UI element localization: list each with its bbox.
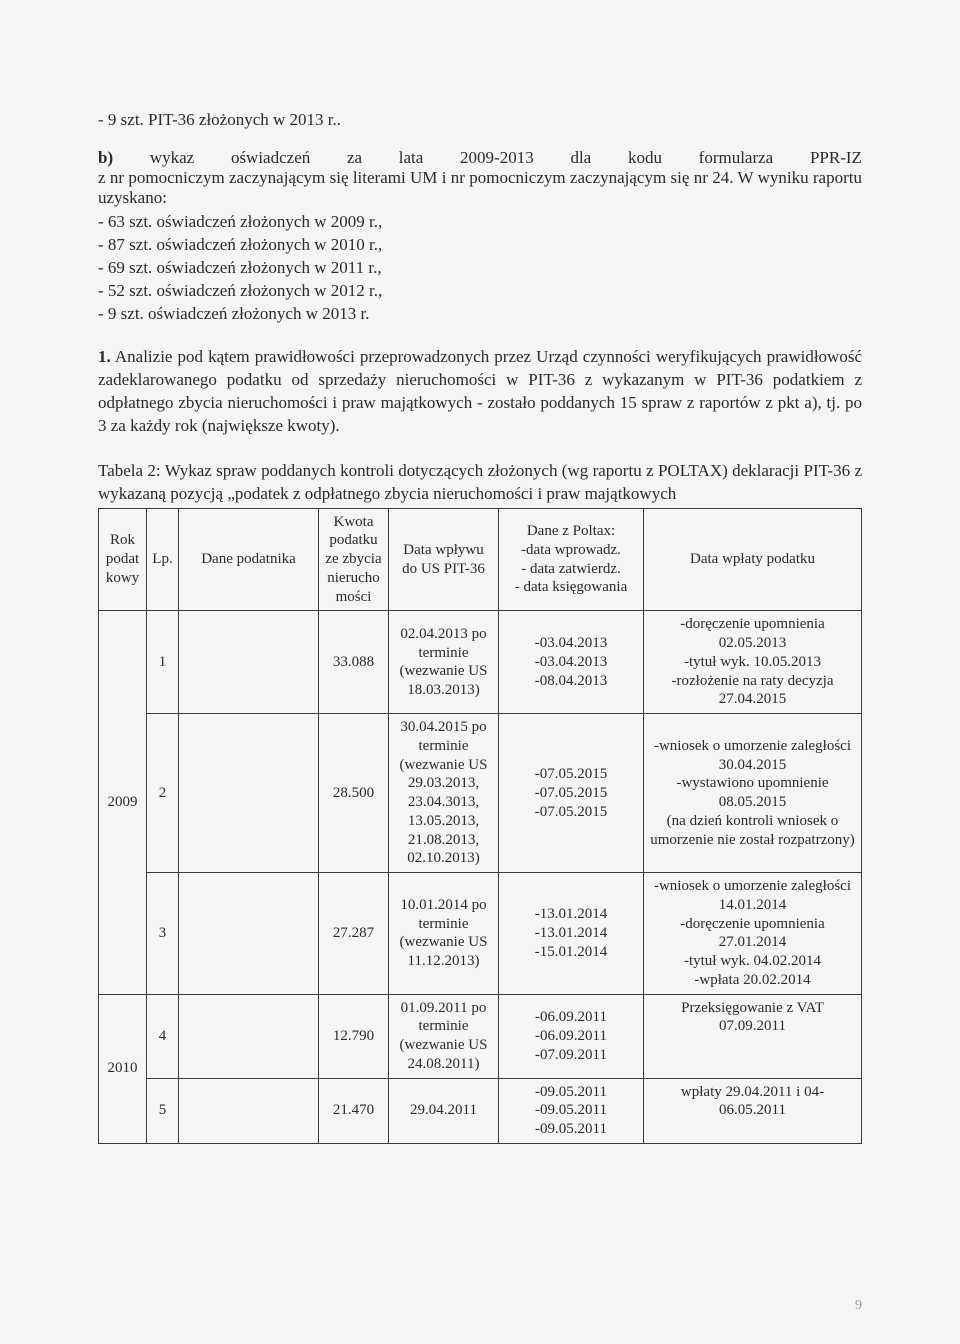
table-header-row: Rok podat kowy Lp. Dane podatnika Kwota … <box>99 508 862 611</box>
list-item: - 87 szt. oświadczeń złożonych w 2010 r.… <box>98 235 862 255</box>
cell-dane <box>179 611 319 714</box>
cell-wplata: wpłaty 29.04.2011 i 04-06.05.2011 <box>644 1078 862 1143</box>
table-caption: Tabela 2: Wykaz spraw poddanych kontroli… <box>98 460 862 506</box>
table-body: 20091 33.08802.04.2013 po terminie (wezwa… <box>99 611 862 1144</box>
th-kwota: Kwota podatku ze zbycia nierucho mości <box>319 508 389 611</box>
th-wplata: Data wpłaty podatku <box>644 508 862 611</box>
cell-poltax: -13.01.2014 -13.01.2014 -15.01.2014 <box>499 873 644 995</box>
cell-dane <box>179 994 319 1078</box>
cell-poltax: -03.04.2013 -03.04.2013 -08.04.2013 <box>499 611 644 714</box>
table-row: 2 28.50030.04.2015 po terminie (wezwanie … <box>99 714 862 873</box>
cell-poltax: -09.05.2011 -09.05.2011 -09.05.2011 <box>499 1078 644 1143</box>
cell-wplyw: 10.01.2014 po terminie (wezwanie US 11.1… <box>389 873 499 995</box>
cell-rok: 2010 <box>99 994 147 1143</box>
cell-lp: 1 <box>147 611 179 714</box>
cell-wplata: -doręczenie upomnienia 02.05.2013 -tytuł… <box>644 611 862 714</box>
cell-wplyw: 29.04.2011 <box>389 1078 499 1143</box>
cell-lp: 4 <box>147 994 179 1078</box>
cell-lp: 5 <box>147 1078 179 1143</box>
data-table: Rok podat kowy Lp. Dane podatnika Kwota … <box>98 508 862 1144</box>
section-b-line2: z nr pomocniczym zaczynającym się litera… <box>98 168 862 208</box>
cell-wplata: -wniosek o umorzenie zaległości 14.01.20… <box>644 873 862 995</box>
cell-poltax: -06.09.2011 -06.09.2011 -07.09.2011 <box>499 994 644 1078</box>
table-row: 5 21.47029.04.2011-09.05.2011 -09.05.2011… <box>99 1078 862 1143</box>
list-item: - 63 szt. oświadczeń złożonych w 2009 r.… <box>98 212 862 232</box>
list: - 63 szt. oświadczeń złożonych w 2009 r.… <box>98 212 862 324</box>
cell-dane <box>179 873 319 995</box>
cell-wplata: Przeksięgowanie z VAT 07.09.2011 <box>644 994 862 1078</box>
cell-lp: 2 <box>147 714 179 873</box>
table-row: 2009133.08802.04.2013 po terminie (wezwa… <box>99 611 862 714</box>
cell-wplyw: 30.04.2015 po terminie (wezwanie US 29.0… <box>389 714 499 873</box>
th-rok: Rok podat kowy <box>99 508 147 611</box>
list-item: - 9 szt. oświadczeń złożonych w 2013 r. <box>98 304 862 324</box>
cell-wplyw: 01.09.2011 po terminie (wezwanie US 24.0… <box>389 994 499 1078</box>
list-item: - 52 szt. oświadczeń złożonych w 2012 r.… <box>98 281 862 301</box>
cell-dane <box>179 1078 319 1143</box>
section-b: b) wykaz oświadczeń za lata 2009-2013 dl… <box>98 148 862 208</box>
cell-kwota: 21.470 <box>319 1078 389 1143</box>
page-number: 9 <box>855 1298 862 1314</box>
cell-kwota: 27.287 <box>319 873 389 995</box>
list-item: - 69 szt. oświadczeń złożonych w 2011 r.… <box>98 258 862 278</box>
th-lp: Lp. <box>147 508 179 611</box>
cell-rok: 2009 <box>99 611 147 994</box>
th-dane: Dane podatnika <box>179 508 319 611</box>
cell-wplata: -wniosek o umorzenie zaległości 30.04.20… <box>644 714 862 873</box>
cell-dane <box>179 714 319 873</box>
th-poltax: Dane z Poltax: -data wprowadz. - data za… <box>499 508 644 611</box>
cell-wplyw: 02.04.2013 po terminie (wezwanie US 18.0… <box>389 611 499 714</box>
cell-kwota: 12.790 <box>319 994 389 1078</box>
cell-lp: 3 <box>147 873 179 995</box>
cell-poltax: -07.05.2015 -07.05.2015 -07.05.2015 <box>499 714 644 873</box>
cell-kwota: 28.500 <box>319 714 389 873</box>
th-wplyw: Data wpływu do US PIT-36 <box>389 508 499 611</box>
section-b-line1: b) wykaz oświadczeń za lata 2009-2013 dl… <box>98 148 862 168</box>
table-row: 2010412.79001.09.2011 po terminie (wezwa… <box>99 994 862 1078</box>
intro-line: - 9 szt. PIT-36 złożonych w 2013 r.. <box>98 110 862 130</box>
paragraph-1: 1. Analizie pod kątem prawidłowości prze… <box>98 346 862 438</box>
cell-kwota: 33.088 <box>319 611 389 714</box>
table-row: 3 27.28710.01.2014 po terminie (wezwanie … <box>99 873 862 995</box>
